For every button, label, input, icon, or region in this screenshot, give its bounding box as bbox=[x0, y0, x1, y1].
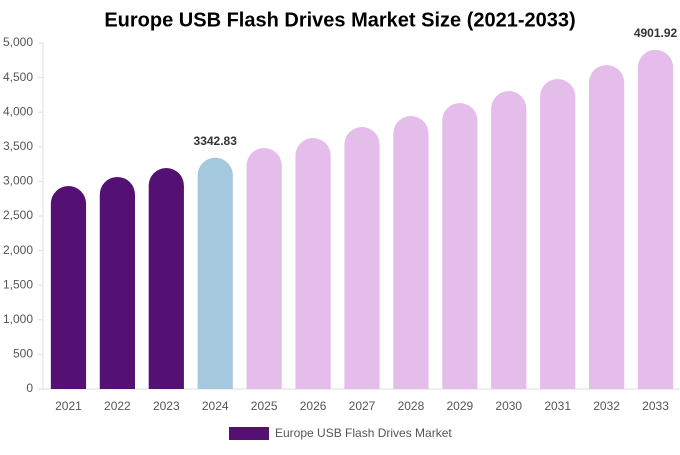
y-tick-label: 5,000 bbox=[3, 35, 33, 49]
bar bbox=[637, 49, 674, 389]
value-label: 3342.83 bbox=[194, 134, 238, 148]
chart-title: Europe USB Flash Drives Market Size (202… bbox=[104, 9, 575, 31]
y-tick-label: 4,500 bbox=[3, 70, 33, 84]
bar bbox=[50, 186, 87, 389]
x-tick-label: 2032 bbox=[593, 399, 620, 413]
x-tick-label: 2033 bbox=[642, 399, 669, 413]
bar bbox=[344, 127, 380, 390]
bar bbox=[295, 138, 331, 389]
y-tick-label: 2,500 bbox=[3, 208, 33, 222]
y-tick-label: 3,000 bbox=[3, 174, 33, 188]
x-tick-label: 2031 bbox=[544, 399, 571, 413]
x-tick-label: 2024 bbox=[202, 399, 229, 413]
y-tick-label: 4,000 bbox=[3, 104, 33, 118]
x-tick-label: 2021 bbox=[55, 399, 82, 413]
legend-label: Europe USB Flash Drives Market bbox=[275, 426, 452, 440]
y-tick-label: 1,500 bbox=[3, 277, 33, 291]
bar bbox=[491, 91, 527, 389]
value-label: 4901.92 bbox=[634, 26, 678, 40]
bar bbox=[148, 167, 184, 389]
bar bbox=[442, 102, 478, 390]
bar bbox=[589, 65, 625, 390]
x-tick-label: 2029 bbox=[446, 399, 473, 413]
y-tick-label: 0 bbox=[26, 381, 33, 395]
x-tick-label: 2025 bbox=[251, 399, 278, 413]
bar bbox=[540, 78, 576, 389]
x-tick-label: 2027 bbox=[349, 399, 376, 413]
x-tick-label: 2030 bbox=[495, 399, 522, 413]
bar bbox=[99, 176, 135, 389]
x-tick-label: 2023 bbox=[153, 399, 180, 413]
x-tick-label: 2028 bbox=[398, 399, 425, 413]
x-tick-label: 2026 bbox=[300, 399, 327, 413]
bar bbox=[197, 157, 233, 389]
bar bbox=[393, 116, 429, 389]
y-tick-label: 1,000 bbox=[3, 312, 33, 326]
bar bbox=[246, 147, 282, 389]
x-tick-label: 2022 bbox=[104, 399, 131, 413]
y-tick-label: 3,500 bbox=[3, 139, 33, 153]
legend-swatch bbox=[229, 427, 269, 440]
y-tick-label: 2,000 bbox=[3, 243, 33, 257]
y-tick-label: 500 bbox=[13, 347, 33, 361]
